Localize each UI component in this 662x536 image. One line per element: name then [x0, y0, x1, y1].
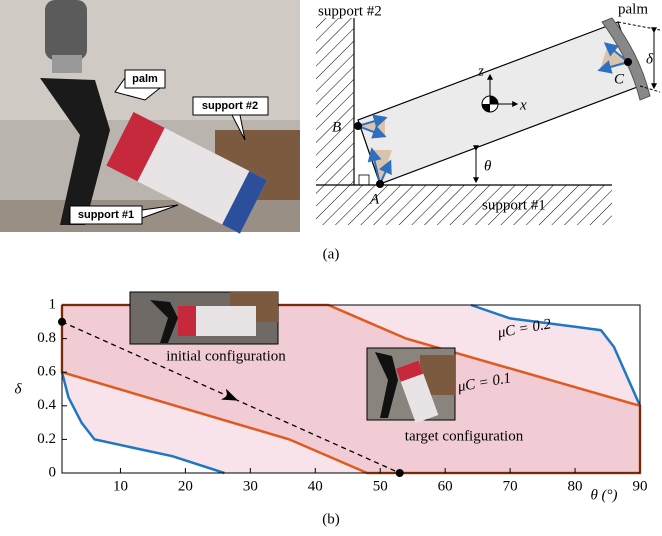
- x-tick-label: 10: [113, 478, 128, 494]
- diagram-label: palm: [618, 1, 648, 17]
- photo-label: palm: [132, 73, 158, 85]
- x-tick-label: 60: [438, 478, 453, 494]
- diagram-label: C: [614, 71, 625, 87]
- diagram-label: A: [369, 191, 380, 207]
- y-tick-label: 1: [49, 296, 57, 312]
- y-tick-label: 0.8: [37, 330, 56, 346]
- diagram-label: θ: [484, 158, 492, 174]
- figure: palm support #2 support #1: [0, 0, 662, 531]
- caption: (b): [322, 511, 340, 527]
- photo: palm support #2 support #1: [0, 0, 300, 234]
- diagram: support #2 palm B A C z x θ δ support #1: [316, 1, 660, 225]
- photo-label: support #2: [202, 100, 258, 112]
- photo-label: support #1: [78, 209, 134, 221]
- x-tick-label: 20: [178, 478, 193, 494]
- x-tick-label: 80: [568, 478, 583, 494]
- diagram-label: B: [332, 119, 341, 135]
- diagram-label: z: [477, 63, 484, 79]
- x-tick-label: 90: [633, 478, 648, 494]
- y-tick-label: 0.6: [37, 364, 56, 380]
- x-tick-label: 70: [503, 478, 518, 494]
- diagram-label: x: [519, 97, 527, 113]
- x-tick-label: 50: [373, 478, 388, 494]
- x-axis-label: θ (°): [590, 487, 617, 503]
- y-tick-label: 0.4: [37, 397, 56, 413]
- y-axis-label: δ: [15, 381, 23, 397]
- diagram-label: support #1: [482, 197, 546, 213]
- annotation: target configuration: [405, 428, 524, 444]
- diagram-label: support #2: [318, 3, 382, 19]
- y-tick-label: 0: [49, 464, 57, 480]
- caption: (a): [323, 246, 340, 262]
- y-tick-label: 0.2: [37, 431, 56, 447]
- annotation: initial configuration: [166, 348, 286, 364]
- x-tick-label: 30: [243, 478, 258, 494]
- diagram-label: δ: [646, 51, 654, 67]
- x-tick-label: 40: [308, 478, 323, 494]
